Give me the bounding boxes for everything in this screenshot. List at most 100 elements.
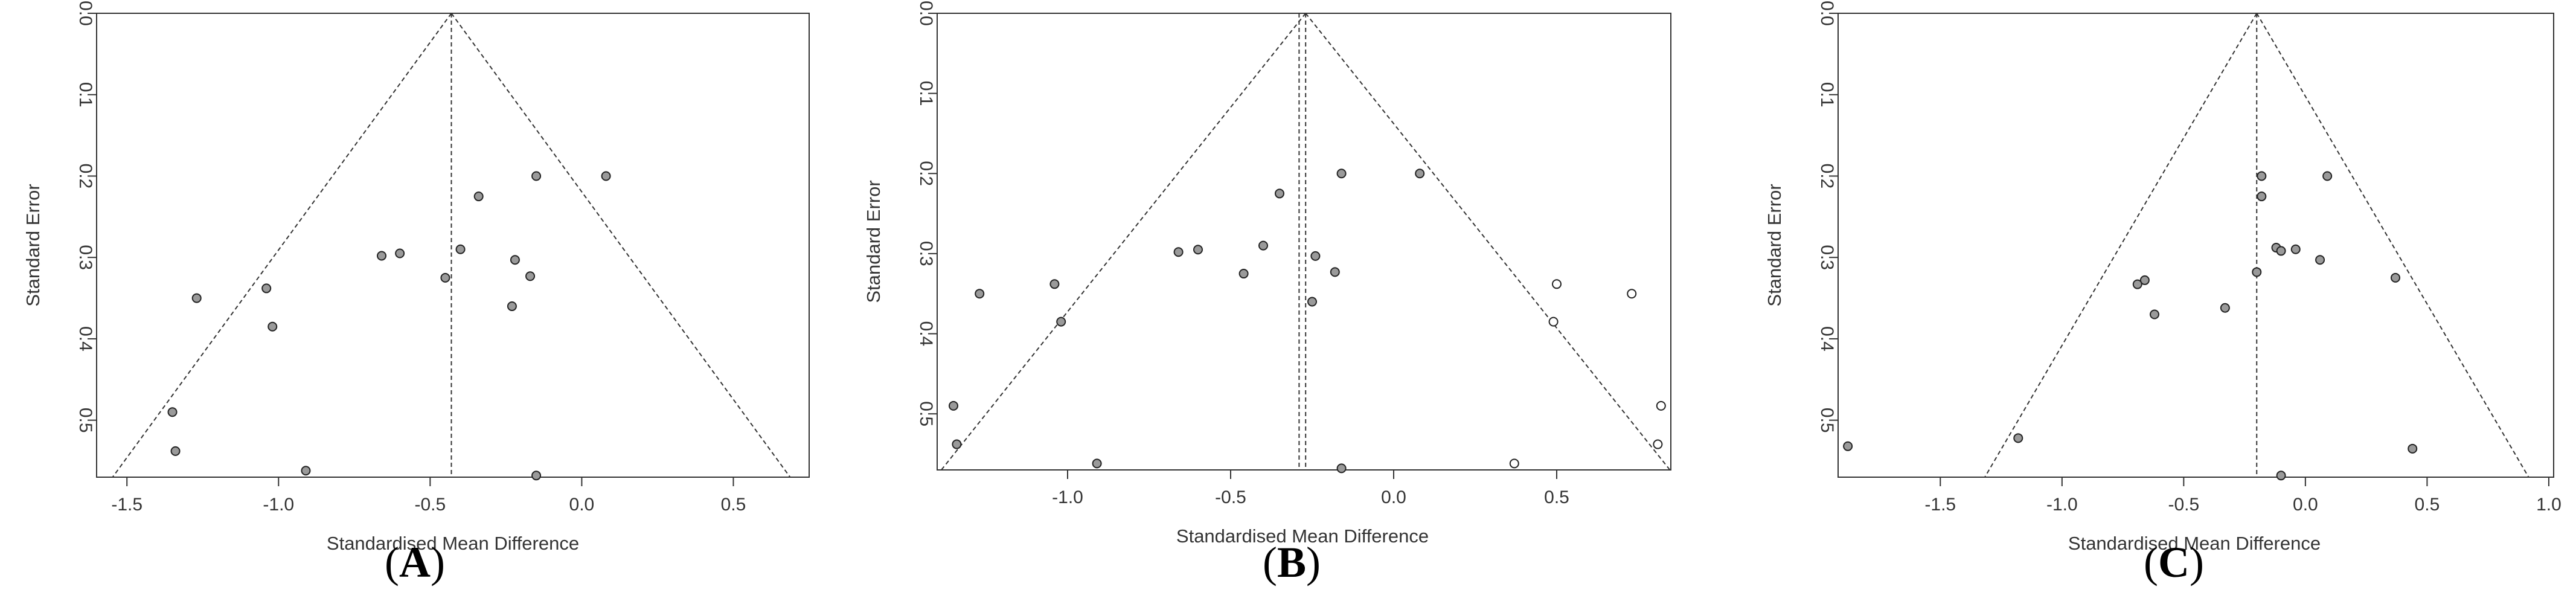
study-point <box>1275 188 1284 199</box>
y-tick-label: 0.2 <box>1817 164 1837 189</box>
study-point <box>1092 458 1102 469</box>
imputed-study-point <box>1548 316 1559 327</box>
imputed-study-point <box>1552 279 1562 289</box>
x-tick-label: 0.0 <box>1381 487 1406 507</box>
study-point <box>2139 275 2150 285</box>
study-point <box>1049 279 1060 289</box>
study-point <box>2276 471 2286 481</box>
x-tick-label: 0.0 <box>2293 495 2318 515</box>
x-axis-title: Standardised Mean Difference <box>327 533 579 554</box>
study-point <box>1336 463 1347 474</box>
y-tick-label: 0.3 <box>916 241 936 266</box>
x-tick-label: 1.0 <box>2536 495 2562 515</box>
y-tick-label: 0.5 <box>1817 408 1837 433</box>
x-tick-label: -1.0 <box>263 495 294 515</box>
study-point <box>1330 267 1340 277</box>
study-point <box>2149 309 2159 320</box>
study-point <box>301 466 311 476</box>
funnel-left-line <box>941 13 1306 471</box>
study-point <box>268 321 278 332</box>
study-point <box>510 255 520 265</box>
study-point <box>2322 171 2333 181</box>
y-tick-label: 0.1 <box>916 81 936 106</box>
panel-label-c: (C) <box>2144 538 2204 586</box>
study-point <box>601 171 611 181</box>
y-tick-label: 0.5 <box>916 401 936 426</box>
study-point <box>2132 279 2142 289</box>
y-tick-label: 0.5 <box>75 408 95 433</box>
y-axis-title: Standard Error <box>1764 184 1785 306</box>
y-tick-label: 0.0 <box>916 1 936 26</box>
funnel-plot-a: -1.5 -1.0 -0.5 0.0 0.5 0.0 0.1 0.2 0.3 0.4 0.5 Stan… <box>22 1 810 554</box>
study-point <box>2315 255 2325 265</box>
study-point <box>949 400 958 411</box>
y-tick-label: 0.4 <box>75 326 95 352</box>
funnel-right-line <box>1305 13 1671 471</box>
panel-label-b-letter: B <box>1277 538 1307 586</box>
x-tick-label: -1.5 <box>111 495 143 515</box>
plot-frame <box>96 13 810 478</box>
panel-label-c-letter: C <box>2158 538 2190 586</box>
study-point <box>2290 244 2301 254</box>
x-tick-label: 0.0 <box>569 495 595 515</box>
imputed-study-point <box>1627 289 1637 299</box>
panel-label-a: (A) <box>385 538 445 586</box>
x-tick-label: -1.5 <box>1924 495 1956 515</box>
study-point <box>2391 272 2401 283</box>
y-axis-title: Standard Error <box>863 180 884 303</box>
study-point <box>1173 247 1184 257</box>
funnel-plot-c: -1.5 -1.0 -0.5 0.0 0.5 1.0 0.0 0.1 0.2 0.3 0.4 0.5 S… <box>1764 1 2562 554</box>
study-point <box>2276 246 2286 256</box>
x-tick-label: -1.0 <box>1052 487 1083 507</box>
study-point <box>1238 269 1249 279</box>
study-point <box>1843 441 1853 451</box>
study-point <box>2013 433 2023 443</box>
funnel-right-line <box>2256 13 2530 478</box>
study-point <box>440 272 450 283</box>
study-point <box>377 251 386 261</box>
study-point <box>191 293 202 303</box>
study-point <box>1258 240 1268 251</box>
y-tick-label: 0.4 <box>1817 326 1837 352</box>
x-tick-label: 0.5 <box>1544 487 1569 507</box>
plot-frame <box>937 13 1671 471</box>
y-axis-title: Standard Error <box>22 184 43 306</box>
x-axis-title: Standardised Mean Difference <box>1176 525 1429 547</box>
study-point <box>261 283 272 294</box>
study-point <box>1336 169 1347 179</box>
x-axis-title: Standardised Mean Difference <box>2068 533 2321 554</box>
study-point <box>1307 297 1317 307</box>
study-point <box>2257 191 2267 202</box>
y-tick-label: 0.1 <box>75 82 95 108</box>
plot-frame <box>1837 13 2554 478</box>
study-point <box>531 171 542 181</box>
y-tick-label: 0.2 <box>75 164 95 189</box>
x-tick-label: -0.5 <box>414 495 446 515</box>
study-point <box>170 446 181 456</box>
study-point <box>952 439 962 449</box>
funnel-left-line <box>112 13 452 478</box>
study-point <box>1415 169 1425 179</box>
study-point <box>975 289 985 299</box>
funnel-right-line <box>450 13 791 478</box>
funnel-plot-b: -1.0 -0.5 0.0 0.5 0.0 0.1 0.2 0.3 0.4 0.5 Standard… <box>863 1 1671 547</box>
y-tick-label: 0.0 <box>1817 1 1837 26</box>
y-tick-label: 0.3 <box>75 245 95 270</box>
study-point <box>455 244 466 254</box>
study-point <box>507 301 517 312</box>
panel-label-b: (B) <box>1263 538 1321 586</box>
y-tick-label: 0.4 <box>916 321 936 347</box>
y-tick-label: 0.3 <box>1817 245 1837 270</box>
study-point <box>2408 443 2418 454</box>
imputed-study-point <box>1509 458 1519 469</box>
panel-label-a-letter: A <box>399 538 431 586</box>
study-point <box>1193 245 1203 255</box>
study-point <box>2220 303 2230 313</box>
study-point <box>2252 267 2262 277</box>
funnel-left-line <box>1984 13 2258 478</box>
x-tick-label: -0.5 <box>1215 487 1246 507</box>
x-tick-label: 0.5 <box>2415 495 2440 515</box>
study-point <box>1056 316 1066 327</box>
imputed-study-point <box>1656 400 1666 411</box>
study-point <box>2257 171 2267 181</box>
